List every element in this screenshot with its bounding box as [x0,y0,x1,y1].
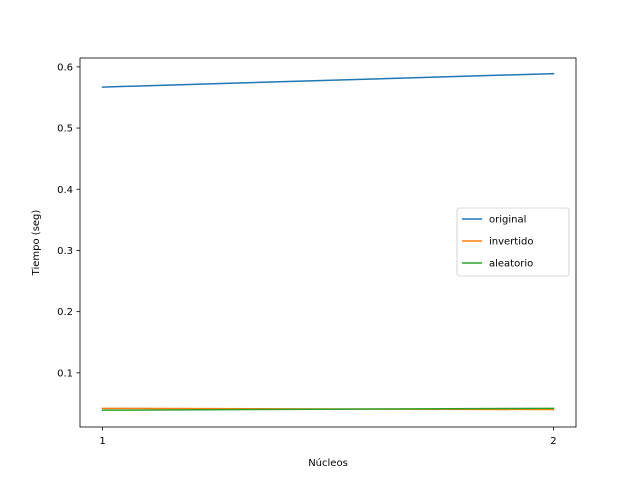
x-tick-label: 2 [550,436,556,447]
series-layer [101,72,555,411]
x-axis-label: Núcleos [308,457,348,469]
plot-frame [79,57,577,428]
y-axis-label: Tiempo (seg) [31,210,42,277]
y-tick-label: 0.1 [57,368,73,379]
y-tick-label: 0.3 [57,246,73,257]
x-tick-label: 1 [99,436,105,447]
y-axis-ticks: 0.1 0.2 0.3 0.4 0.5 0.6 [57,62,80,379]
legend-label-aleatorio: aleatorio [489,259,533,270]
y-tick-label: 0.2 [57,307,73,318]
y-tick-label: 0.6 [57,62,73,73]
series-line-aleatorio [101,407,555,411]
y-tick-label: 0.5 [57,124,73,135]
legend-label-original: original [489,215,526,226]
series-line-original [101,72,555,88]
legend: original invertido aleatorio [456,207,570,277]
legend-label-invertido: invertido [489,237,533,248]
legend-box [456,207,570,277]
y-tick-label: 0.4 [57,185,73,196]
